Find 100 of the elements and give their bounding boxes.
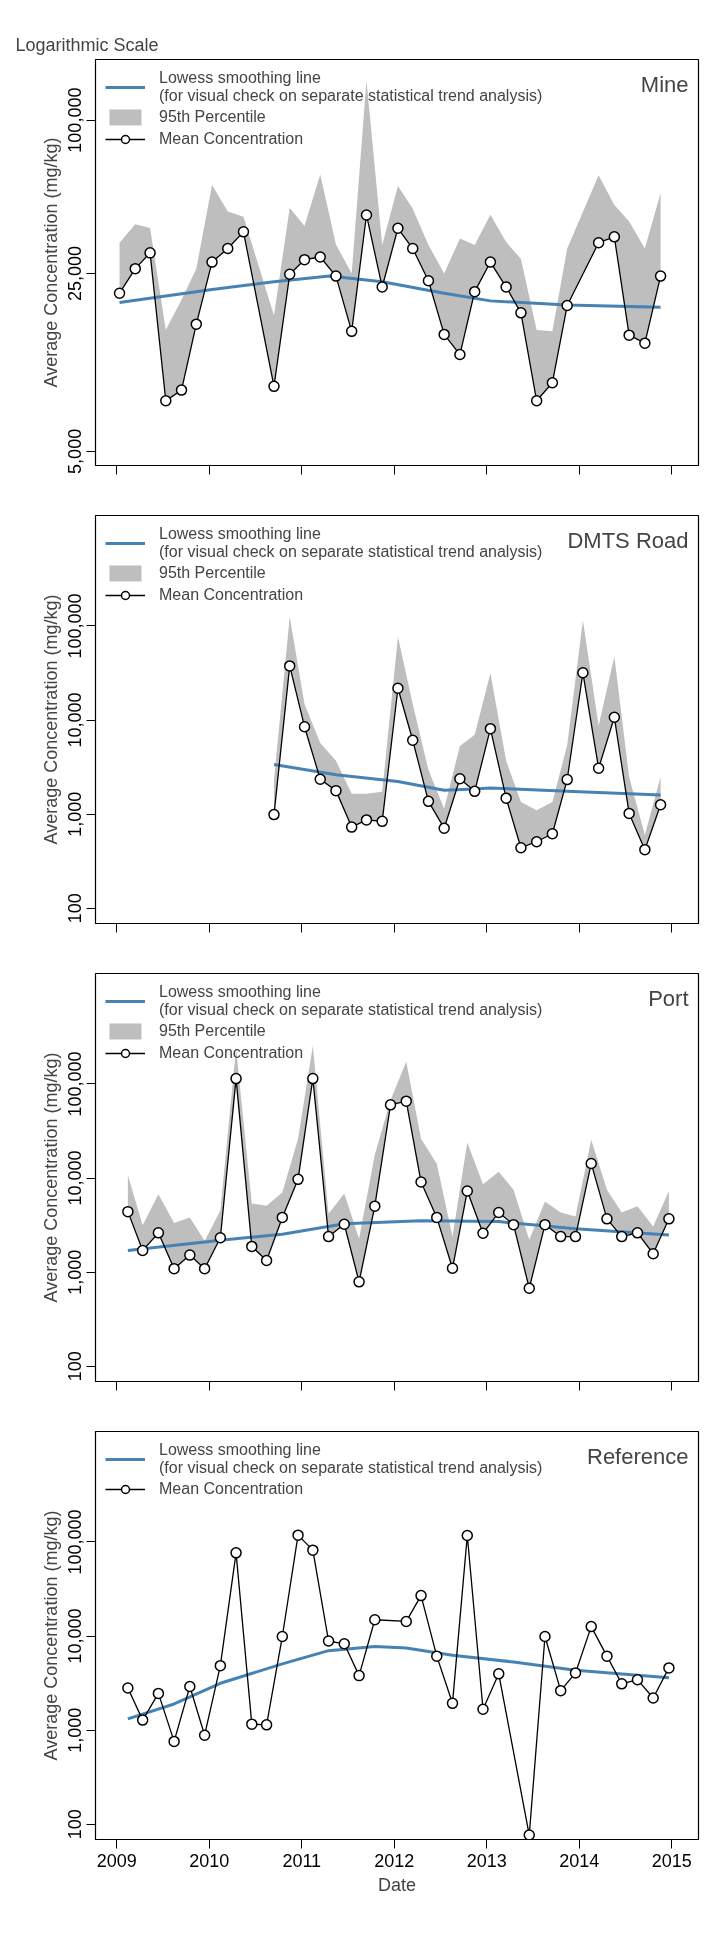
point	[198, 1262, 211, 1275]
point	[422, 274, 435, 287]
point	[369, 1614, 381, 1626]
point	[214, 1659, 227, 1672]
point	[639, 843, 651, 856]
point	[376, 815, 388, 828]
point	[500, 281, 512, 293]
point	[569, 1667, 582, 1679]
point	[144, 247, 156, 259]
point	[530, 395, 543, 407]
point	[292, 1173, 304, 1186]
point	[601, 1650, 613, 1662]
point	[431, 1211, 443, 1224]
point	[515, 842, 527, 854]
point	[647, 1692, 659, 1704]
point	[454, 348, 466, 361]
x-tick-label: 2010	[189, 1850, 230, 1871]
point	[415, 1589, 427, 1602]
point	[507, 1218, 520, 1231]
point	[206, 256, 218, 268]
point	[184, 1249, 196, 1261]
point	[592, 236, 605, 249]
legend-label: Mean Concentration	[159, 586, 304, 604]
point	[292, 1529, 304, 1541]
point	[160, 395, 172, 407]
legend-label: Lowess smoothing line (for visual check on separate statistical trend analysis)	[159, 983, 543, 1019]
point	[276, 1211, 289, 1224]
point	[406, 734, 419, 747]
point	[601, 1213, 613, 1225]
x-tick-label: 2012	[374, 1850, 415, 1871]
point	[484, 256, 497, 268]
point	[468, 785, 481, 798]
y-tick-label: 100,000	[65, 1051, 86, 1117]
point	[461, 1185, 474, 1197]
x-tick-label: 2009	[96, 1850, 137, 1871]
point	[376, 281, 388, 293]
point	[338, 1218, 351, 1231]
point	[369, 1200, 381, 1212]
y-tick-label: 100	[65, 893, 86, 924]
y-tick-label: 10,000	[65, 692, 86, 748]
point	[446, 1697, 459, 1710]
legend-label: Lowess smoothing line (for visual check on separate statistical trend analysis)	[159, 1441, 543, 1477]
point	[406, 242, 419, 255]
point	[314, 773, 326, 786]
point	[345, 325, 358, 338]
point	[260, 1254, 273, 1267]
y-tick-label: 25,000	[65, 245, 86, 301]
point	[415, 1176, 427, 1188]
point	[338, 1638, 351, 1650]
point	[246, 1718, 258, 1730]
point	[539, 1630, 551, 1643]
point	[129, 262, 142, 275]
legend-label: 95th Percentile	[159, 564, 266, 582]
point	[322, 1230, 335, 1243]
point	[184, 1680, 196, 1693]
point	[268, 808, 280, 821]
legend-label: Mean Concentration	[159, 1044, 304, 1062]
y-tick-label: 1,000	[65, 791, 86, 837]
point	[454, 773, 466, 785]
y-tick-label: 100	[65, 1809, 86, 1840]
point	[136, 1714, 149, 1726]
point	[353, 1669, 365, 1682]
text: DMTS Road	[567, 527, 689, 553]
text: Logarithmic Scale	[15, 34, 159, 55]
point	[237, 226, 250, 238]
point	[168, 1262, 180, 1275]
point	[577, 667, 589, 679]
point	[360, 814, 373, 826]
point	[623, 329, 635, 341]
y-tick-label: 100,000	[65, 1509, 86, 1575]
point	[392, 682, 404, 694]
text: Mine	[640, 71, 689, 97]
text: Reference	[587, 1443, 689, 1469]
point	[322, 1635, 335, 1647]
x-axis-title: Date	[377, 1874, 417, 1895]
point	[168, 1735, 180, 1748]
y-axis-title: Average Concentration (mg/kg)	[40, 594, 61, 845]
point	[175, 384, 188, 396]
x-tick-label: 2014	[559, 1850, 600, 1871]
y-tick-label: 10,000	[65, 1150, 86, 1206]
point	[113, 287, 126, 299]
point	[152, 1227, 165, 1239]
point	[136, 1244, 149, 1257]
point	[431, 1650, 443, 1662]
legend-label: Lowess smoothing line (for visual check on separate statistical trend analysis)	[159, 69, 543, 105]
point	[314, 251, 326, 263]
point	[438, 822, 450, 834]
point	[585, 1157, 597, 1170]
point	[353, 1276, 365, 1288]
point	[492, 1206, 505, 1219]
point	[276, 1630, 289, 1643]
point	[523, 1282, 535, 1295]
point	[268, 380, 280, 393]
point	[592, 762, 605, 774]
point	[663, 1213, 675, 1225]
point	[214, 1232, 227, 1244]
point	[230, 1072, 242, 1085]
point	[283, 268, 296, 281]
legend-label: Mean Concentration	[159, 130, 304, 148]
line-series	[126, 1645, 671, 1721]
